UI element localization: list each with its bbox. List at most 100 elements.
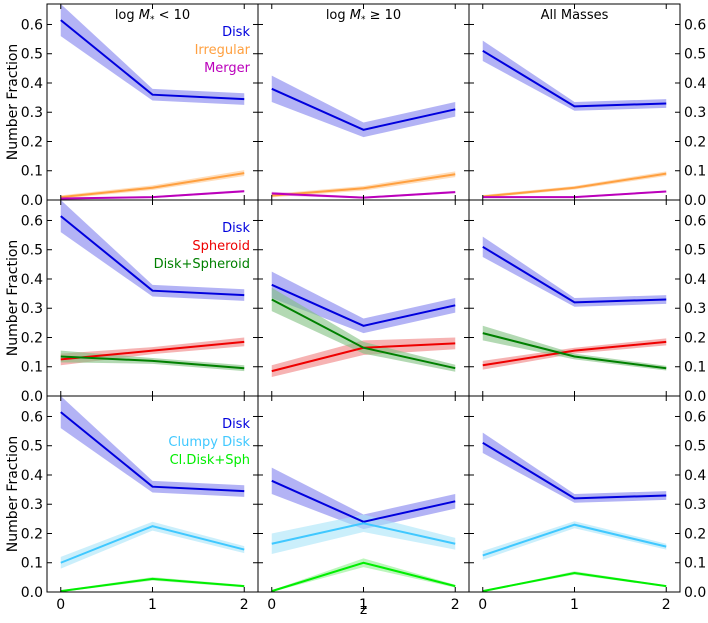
line-disk-spheroid <box>60 355 245 370</box>
line-disk <box>271 479 456 523</box>
xtick-label: 0 <box>56 597 65 613</box>
xtick-label: 2 <box>451 597 460 613</box>
ytick-label-left: 0.6 <box>21 213 43 229</box>
xtick-label: 2 <box>662 597 671 613</box>
ytick-label-right: 0.0 <box>684 193 706 209</box>
band-cl-disk-sph <box>271 558 456 592</box>
ytick-label-left: 0.3 <box>21 105 43 121</box>
legend-clumpy-disk: Clumpy Disk <box>168 435 250 450</box>
band-spheroid <box>271 337 456 377</box>
line-disk <box>482 49 667 108</box>
ytick-label-left: 0.4 <box>21 468 43 484</box>
y-axis-label: Number Fraction <box>5 436 21 553</box>
line-disk <box>271 87 456 131</box>
band-clumpy-disk <box>60 521 245 569</box>
x-axis-label: z <box>360 602 367 618</box>
panel-r1-c2: 0.0 0.1 0.2 0.3 0.4 0.5 0.6 <box>468 199 706 405</box>
ytick-label-left: 0.0 <box>21 193 43 209</box>
panel-r2-c2: 0.0 0.1 0.2 0.3 0.4 0.5 0.6 0 1 2 <box>468 395 706 613</box>
line-disk <box>482 441 667 500</box>
band-merger <box>271 190 456 199</box>
line-disk <box>60 19 245 101</box>
ytick-label-left: 0.2 <box>21 526 43 542</box>
ytick-label-left: 0.2 <box>21 330 43 346</box>
band-clumpy-disk <box>482 521 667 560</box>
ytick-label-right: 0.4 <box>684 76 706 92</box>
band-disk <box>60 200 245 301</box>
xtick-label: 0 <box>267 597 276 613</box>
ytick-label-right: 0.5 <box>684 243 706 259</box>
band-disk <box>482 40 667 111</box>
band-disk <box>271 467 456 530</box>
panel-r0-c2: 0.0 0.1 0.2 0.3 0.4 0.5 0.6 All Masses <box>468 3 706 209</box>
ytick-label-left: 0.6 <box>21 17 43 33</box>
ytick-label-right: 0.2 <box>684 134 706 150</box>
panel-r2-c1: 0 1 2 <box>257 395 470 613</box>
ytick-label-right: 0.4 <box>684 468 706 484</box>
ytick-label-left: 0.1 <box>21 556 43 572</box>
line-cl-disk-sph <box>60 577 245 593</box>
ytick-label-left: 0.5 <box>21 47 43 63</box>
ytick-label-right: 0.6 <box>684 17 706 33</box>
ytick-label-right: 0.1 <box>684 164 706 180</box>
band-irregular <box>271 171 456 198</box>
ytick-label-left: 0.6 <box>21 409 43 425</box>
legend-irregular: Irregular <box>195 43 251 58</box>
ytick-label-right: 0.1 <box>684 556 706 572</box>
line-disk-spheroid <box>482 332 667 370</box>
line-irregular <box>60 172 245 199</box>
band-disk <box>60 4 245 105</box>
panel-r1-c0: 0.0 0.1 0.2 0.3 0.4 0.5 0.6 Disk Spheroid Disk+Sp… <box>21 199 259 405</box>
line-disk <box>271 283 456 327</box>
line-disk <box>482 245 667 304</box>
ytick-label-left: 0.4 <box>21 76 43 92</box>
y-axis-label: Number Fraction <box>5 240 21 357</box>
column-title: log M* < 10 <box>115 8 190 25</box>
panel-r0-c0: 0.0 0.1 0.2 0.3 0.4 0.5 0.6 log M* < 10 Disk Irre… <box>21 3 259 209</box>
ytick-label-right: 0.0 <box>684 389 706 405</box>
line-disk <box>60 215 245 297</box>
line-cl-disk-sph <box>482 571 667 593</box>
ytick-label-right: 0.1 <box>684 360 706 376</box>
line-spheroid <box>60 340 245 361</box>
legend-disk: Disk <box>222 221 250 236</box>
ytick-label-left: 0.3 <box>21 301 43 317</box>
xtick-label: 0 <box>478 597 487 613</box>
ytick-label-right: 0.2 <box>684 330 706 346</box>
line-spheroid <box>482 340 667 367</box>
ytick-label-right: 0.0 <box>684 585 706 601</box>
ytick-label-left: 0.0 <box>21 585 43 601</box>
line-disk <box>60 411 245 493</box>
line-irregular <box>271 173 456 197</box>
line-clumpy-disk <box>482 523 667 557</box>
band-cl-disk-sph <box>60 577 245 592</box>
xtick-label: 1 <box>570 597 579 613</box>
band-disk <box>271 75 456 138</box>
band-clumpy-disk <box>271 514 456 554</box>
line-clumpy-disk <box>271 522 456 545</box>
ytick-label-left: 0.1 <box>21 360 43 376</box>
panel-r1-c1 <box>257 199 470 397</box>
panel-r2-c0: 0.0 0.1 0.2 0.3 0.4 0.5 0.6 0 1 2 Disk Clumpy Disk C… <box>21 395 259 613</box>
xtick-label: 1 <box>359 597 368 613</box>
ytick-label-right: 0.5 <box>684 47 706 63</box>
line-irregular <box>482 172 667 198</box>
ytick-label-right: 0.3 <box>684 105 706 121</box>
legend-disk: Disk <box>222 417 250 432</box>
band-disk <box>60 396 245 497</box>
ytick-label-right: 0.3 <box>684 497 706 513</box>
band-disk <box>271 271 456 334</box>
legend-disk-spheroid: Disk+Spheroid <box>154 257 250 272</box>
ytick-label-left: 0.5 <box>21 439 43 455</box>
ytick-label-right: 0.2 <box>684 526 706 542</box>
ytick-label-right: 0.4 <box>684 272 706 288</box>
ytick-label-right: 0.5 <box>684 439 706 455</box>
legend-merger: Merger <box>204 61 251 76</box>
legend-disk: Disk <box>222 25 250 40</box>
legend-spheroid: Spheroid <box>192 239 250 254</box>
ytick-label-left: 0.2 <box>21 134 43 150</box>
ytick-label-right: 0.6 <box>684 409 706 425</box>
line-clumpy-disk <box>60 525 245 564</box>
ytick-label-left: 0.4 <box>21 272 43 288</box>
